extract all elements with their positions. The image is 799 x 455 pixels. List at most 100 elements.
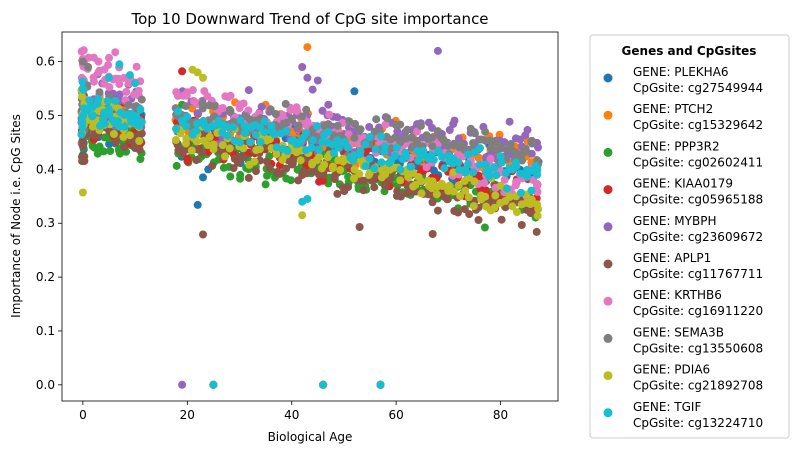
- data-point: [522, 147, 531, 156]
- data-point: [119, 133, 128, 141]
- data-point: [174, 107, 183, 116]
- data-point: [79, 85, 88, 94]
- data-point: [355, 169, 364, 178]
- data-point: [109, 130, 118, 138]
- data-point: [308, 85, 317, 94]
- data-point: [251, 130, 260, 139]
- y-axis-label: Importance of Node i.e. CpG Sites: [9, 114, 23, 318]
- data-point: [265, 164, 274, 173]
- data-point: [433, 127, 442, 136]
- data-point: [361, 140, 370, 149]
- data-point: [298, 63, 307, 71]
- data-point: [137, 118, 146, 126]
- data-point: [440, 164, 449, 173]
- data-point: [469, 139, 478, 147]
- data-point: [376, 380, 385, 389]
- data-point: [517, 188, 525, 197]
- data-point: [533, 170, 542, 179]
- data-point: [328, 162, 337, 171]
- data-point: [443, 195, 452, 204]
- data-point: [208, 122, 217, 131]
- data-point: [512, 208, 521, 217]
- data-point: [135, 137, 144, 145]
- data-point: [199, 116, 208, 125]
- data-point: [533, 187, 542, 196]
- legend: Genes and CpGsites GENE: PLEKHA6 CpGsite:…: [589, 34, 790, 439]
- data-point: [324, 120, 333, 129]
- data-point: [105, 105, 113, 114]
- chart-title: Top 10 Downward Trend of CpG site import…: [130, 10, 488, 28]
- data-point: [115, 60, 124, 69]
- data-point: [370, 164, 379, 173]
- legend-cpg-label: CpGsite: cg11767711: [633, 267, 763, 281]
- series-points: [77, 46, 542, 389]
- data-point: [475, 160, 484, 169]
- data-point: [383, 114, 392, 122]
- legend-marker: [603, 296, 613, 306]
- series-points: [77, 46, 542, 389]
- data-point: [226, 172, 235, 181]
- data-point: [246, 138, 255, 147]
- y-tick-label: 0.2: [36, 270, 55, 284]
- data-point: [333, 189, 342, 198]
- x-axis-label: Biological Age: [268, 430, 353, 444]
- legend-gene-label: GENE: MYBPH: [633, 214, 716, 228]
- data-point: [178, 67, 187, 76]
- data-point: [364, 171, 373, 179]
- data-point: [78, 92, 87, 101]
- data-point: [262, 157, 271, 166]
- data-point: [78, 77, 87, 86]
- data-point: [325, 110, 334, 119]
- data-point: [391, 151, 400, 160]
- legend-frame: [589, 34, 790, 439]
- data-point: [377, 132, 385, 141]
- data-point: [281, 99, 290, 108]
- data-point: [381, 120, 390, 129]
- legend-marker: [603, 333, 613, 343]
- x-tick-label: 0: [79, 408, 87, 422]
- legend-marker: [603, 147, 613, 157]
- data-point: [428, 142, 437, 151]
- data-point: [497, 158, 506, 167]
- data-point: [523, 172, 532, 181]
- data-point: [95, 88, 104, 97]
- data-point: [527, 195, 536, 204]
- legend-gene-label: GENE: TGIF: [633, 400, 701, 414]
- data-point: [445, 126, 454, 134]
- data-point: [282, 127, 291, 135]
- data-point: [236, 116, 245, 125]
- data-point: [512, 177, 521, 186]
- data-point: [225, 105, 234, 114]
- data-point: [419, 147, 428, 156]
- data-point: [464, 193, 473, 202]
- legend-cpg-label: CpGsite: cg13224710: [633, 416, 763, 430]
- data-point: [209, 145, 218, 154]
- data-point: [324, 100, 333, 109]
- data-point: [105, 53, 113, 62]
- data-point: [198, 148, 207, 157]
- data-point: [409, 169, 417, 177]
- data-point: [286, 176, 295, 185]
- legend-gene-label: GENE: PLEKHA6: [633, 65, 729, 79]
- data-point: [481, 160, 490, 169]
- data-point: [239, 153, 248, 162]
- data-point: [224, 93, 233, 102]
- data-point: [239, 144, 248, 153]
- legend-marker: [603, 73, 613, 83]
- data-point: [78, 188, 87, 197]
- data-point: [422, 163, 431, 172]
- data-point: [79, 142, 87, 151]
- data-point: [480, 178, 489, 187]
- data-point: [333, 136, 342, 145]
- data-point: [500, 175, 509, 184]
- legend-cpg-label: CpGsite: cg02602411: [633, 155, 763, 169]
- plot-frame: [61, 31, 559, 402]
- data-point: [511, 158, 520, 167]
- data-point: [350, 174, 358, 183]
- data-point: [360, 176, 369, 185]
- legend-gene-label: GENE: KRTHB6: [633, 288, 722, 302]
- data-point: [122, 87, 131, 96]
- data-points: [77, 43, 543, 389]
- data-point: [120, 143, 129, 152]
